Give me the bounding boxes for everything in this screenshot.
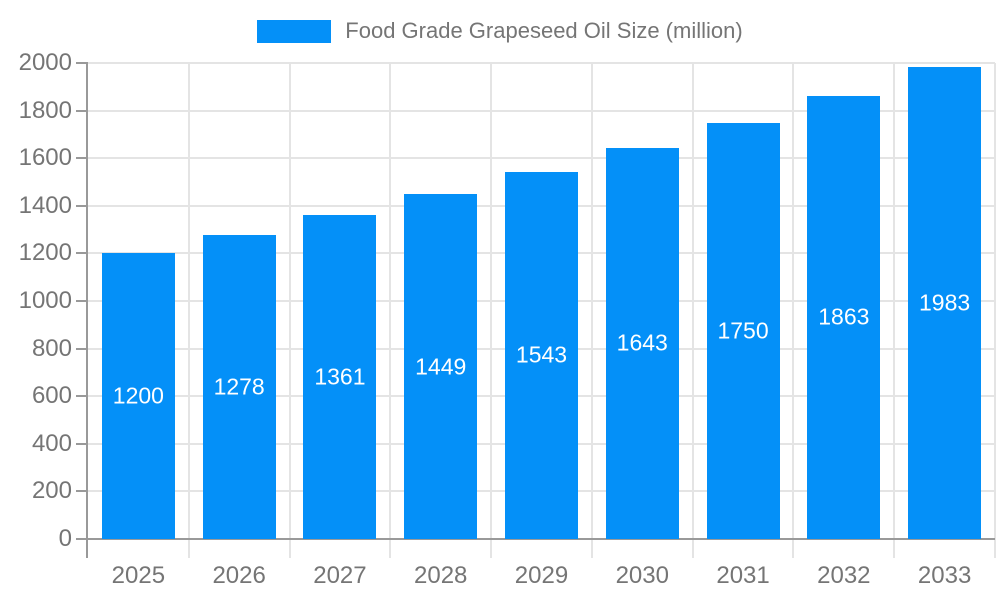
y-axis-tick <box>76 538 88 540</box>
y-axis-tick <box>76 490 88 493</box>
y-tick-label: 400 <box>31 429 72 457</box>
x-tick-label: 2031 <box>716 562 770 589</box>
gridline-horizontal <box>88 157 995 160</box>
x-tick-label: 2026 <box>212 562 266 589</box>
x-tick-label: 2033 <box>917 562 972 589</box>
gridline-vertical <box>792 63 795 558</box>
y-axis-tick <box>76 62 88 64</box>
bar[interactable]: 1278 <box>202 234 276 539</box>
y-tick-label: 200 <box>31 477 72 505</box>
y-axis-tick <box>76 442 88 445</box>
bar-value-label: 1361 <box>314 363 366 390</box>
y-axis-tick <box>76 347 88 350</box>
y-tick-label: 1400 <box>18 191 72 219</box>
y-axis-tick <box>76 157 88 160</box>
gridline-vertical <box>389 63 392 558</box>
gridline-vertical <box>994 63 996 558</box>
y-tick-label: 2000 <box>18 49 72 76</box>
x-axis-line <box>88 538 995 540</box>
y-tick-label: 1600 <box>18 144 72 172</box>
x-tick-label: 2025 <box>111 562 166 589</box>
bar-value-label: 1543 <box>515 341 568 368</box>
bar[interactable]: 1200 <box>101 253 175 539</box>
bar-value-label: 1750 <box>717 317 769 344</box>
gridline-vertical <box>187 63 190 558</box>
bar-value-label: 1643 <box>616 329 668 356</box>
x-tick-label: 2027 <box>313 562 367 589</box>
bar[interactable]: 1543 <box>505 171 578 539</box>
y-axis-tick <box>76 300 88 302</box>
bar[interactable]: 1449 <box>404 194 478 539</box>
y-tick-label: 1000 <box>18 287 72 314</box>
y-axis-tick <box>76 204 88 207</box>
bar[interactable]: 1643 <box>605 147 679 539</box>
bar-value-label: 1863 <box>818 303 870 330</box>
bar-value-label: 1449 <box>415 353 467 380</box>
legend-label: Food Grade Grapeseed Oil Size (million) <box>345 18 743 43</box>
y-axis-tick <box>76 109 88 112</box>
gridline-horizontal <box>88 62 995 64</box>
legend-item[interactable]: Food Grade Grapeseed Oil Size (million) <box>0 18 1000 44</box>
gridline-vertical <box>691 63 694 558</box>
legend-swatch-icon <box>257 19 332 43</box>
x-tick-label: 2030 <box>615 562 669 589</box>
y-tick-label: 1800 <box>18 96 72 124</box>
gridline-vertical <box>590 63 593 558</box>
y-tick-label: 1200 <box>18 239 72 267</box>
y-tick-label: 0 <box>58 525 72 552</box>
gridline-horizontal <box>88 109 995 112</box>
y-axis-line <box>86 63 88 558</box>
y-tick-label: 800 <box>31 334 72 362</box>
gridline-vertical <box>288 63 291 558</box>
gridline-vertical <box>893 63 896 558</box>
bar-value-label: 1983 <box>919 289 971 316</box>
bar[interactable]: 1863 <box>807 95 881 539</box>
y-tick-label: 600 <box>31 382 72 410</box>
y-axis-tick <box>76 252 88 255</box>
y-axis-tick <box>76 395 88 398</box>
x-tick-label: 2029 <box>514 562 569 589</box>
bar[interactable]: 1750 <box>706 122 780 539</box>
gridline-vertical <box>490 63 493 558</box>
x-tick-label: 2032 <box>817 562 871 589</box>
bar[interactable]: 1361 <box>303 215 377 539</box>
x-tick-label: 2028 <box>414 562 468 589</box>
bar[interactable]: 1983 <box>908 67 982 539</box>
bar-value-label: 1200 <box>112 382 164 409</box>
bar-value-label: 1278 <box>213 373 265 400</box>
